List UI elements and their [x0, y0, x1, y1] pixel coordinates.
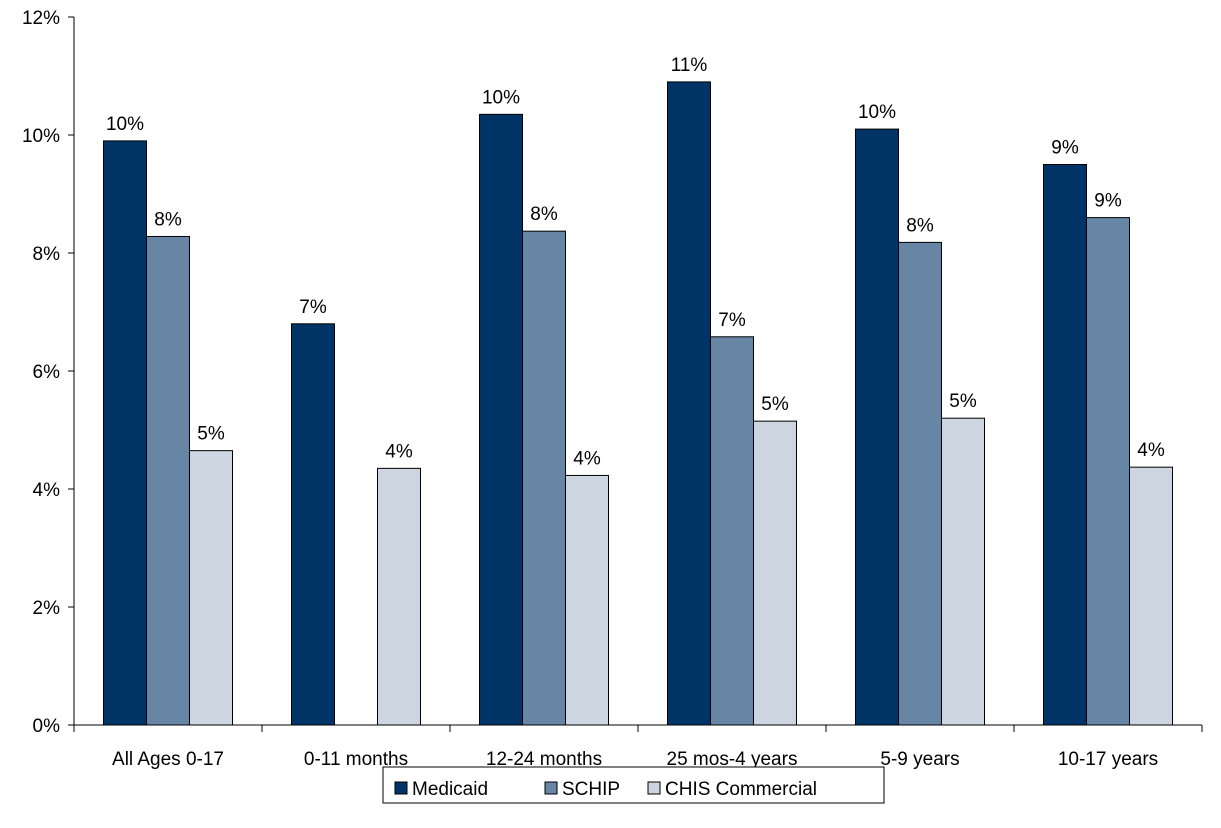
y-tick-label: 6% — [33, 362, 61, 383]
x-category-label: All Ages 0-17 — [112, 749, 224, 770]
y-tick-label: 4% — [33, 480, 61, 501]
legend: Medicaid SCHIP CHIS Commercial — [382, 766, 885, 804]
data-label: 8% — [530, 204, 558, 225]
bar — [146, 235, 190, 726]
data-labels: 10% 8% 5% 7% 4% 10% 8% 4% 11% 7% 5% 10% 8% 5% 9% 9% 4% — [106, 55, 1165, 470]
data-label: 9% — [1094, 191, 1122, 212]
data-label: 4% — [385, 441, 413, 462]
legend-swatch — [394, 781, 408, 795]
bar — [522, 230, 566, 726]
bar — [377, 467, 421, 726]
bar — [753, 420, 797, 726]
x-category-label: 25 mos-4 years — [667, 749, 798, 770]
x-axis: All Ages 0-17 0-11 months 12-24 months 25 m… — [73, 724, 1203, 770]
y-tick-label: 8% — [33, 244, 61, 265]
legend-swatch — [544, 781, 558, 795]
x-category-label: 5-9 years — [880, 749, 959, 770]
bar — [291, 323, 335, 726]
y-tick-label: 12% — [22, 8, 60, 29]
legend-box — [382, 766, 885, 804]
data-label: 4% — [1137, 440, 1165, 461]
y-tick-label: 2% — [33, 598, 61, 619]
data-label: 5% — [949, 391, 977, 412]
data-label: 7% — [299, 297, 327, 318]
bar — [1086, 217, 1130, 726]
bar — [103, 140, 147, 726]
data-label: 7% — [718, 310, 746, 331]
data-label: 8% — [906, 215, 934, 236]
data-label: 4% — [573, 448, 601, 469]
data-label: 9% — [1051, 138, 1079, 159]
legend-swatch — [647, 781, 661, 795]
legend-label: Medicaid — [412, 779, 488, 800]
y-axis: 0% 2% 4% 6% 8% 10% 12% — [22, 8, 75, 737]
data-label: 10% — [106, 114, 144, 135]
y-tick-label: 10% — [22, 126, 60, 147]
bar — [189, 450, 233, 726]
bar — [941, 417, 985, 726]
data-label: 8% — [154, 209, 182, 230]
bars — [103, 81, 1173, 726]
data-label: 11% — [671, 55, 708, 76]
bar — [1129, 466, 1173, 726]
x-category-label: 12-24 months — [486, 749, 602, 770]
bar — [479, 113, 523, 726]
bar — [855, 128, 899, 726]
bar — [667, 81, 711, 726]
bar — [898, 241, 942, 726]
bar — [565, 474, 609, 726]
data-label: 10% — [482, 87, 520, 108]
data-label: 10% — [858, 102, 896, 123]
x-category-label: 0-11 months — [304, 749, 408, 770]
y-tick-label: 0% — [33, 716, 61, 737]
data-label: 5% — [197, 424, 225, 445]
bar — [1043, 164, 1087, 726]
x-category-label: 10-17 years — [1058, 749, 1158, 770]
legend-label: CHIS Commercial — [665, 779, 817, 800]
bar — [710, 336, 754, 726]
legend-label: SCHIP — [562, 779, 620, 800]
data-label: 5% — [761, 394, 789, 415]
